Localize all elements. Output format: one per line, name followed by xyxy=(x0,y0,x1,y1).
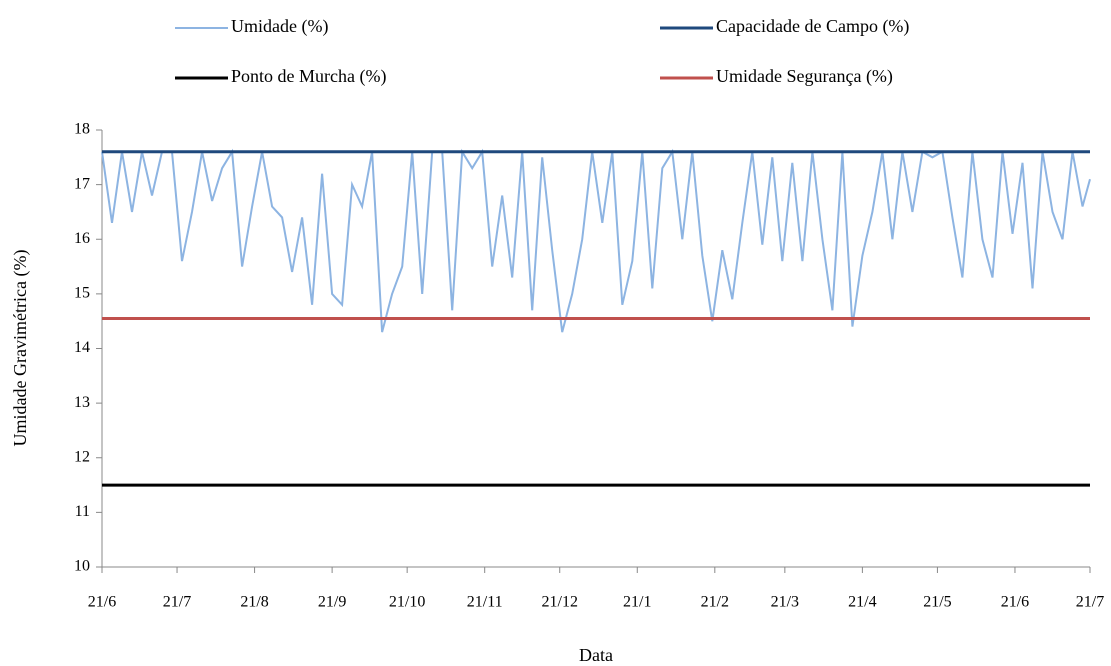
y-tick-label: 11 xyxy=(75,503,90,520)
x-tick-label: 21/1 xyxy=(623,594,651,611)
y-tick-label: 16 xyxy=(74,230,90,247)
legend-label: Umidade (%) xyxy=(231,16,328,37)
x-tick-label: 21/4 xyxy=(848,594,876,611)
series-line xyxy=(101,148,1091,333)
x-tick-label: 21/8 xyxy=(240,594,268,611)
y-tick-label: 18 xyxy=(74,121,90,138)
x-tick-label: 21/6 xyxy=(88,594,116,611)
x-tick-label: 21/6 xyxy=(1001,594,1029,611)
x-tick-label: 21/2 xyxy=(701,594,729,611)
x-tick-label: 21/11 xyxy=(467,594,503,611)
x-tick-label: 21/3 xyxy=(771,594,799,611)
legend-label: Umidade Segurança (%) xyxy=(716,66,893,87)
x-tick-label: 21/12 xyxy=(542,594,578,611)
x-tick-label: 21/7 xyxy=(1076,594,1104,611)
y-tick-label: 10 xyxy=(74,558,90,575)
x-axis-title: Data xyxy=(579,645,613,665)
legend-label: Capacidade de Campo (%) xyxy=(716,16,909,37)
y-tick-label: 12 xyxy=(74,448,90,465)
y-tick-label: 17 xyxy=(74,175,90,192)
x-tick-label: 21/10 xyxy=(389,594,425,611)
x-tick-label: 21/9 xyxy=(318,594,346,611)
legend-label: Ponto de Murcha (%) xyxy=(231,66,386,87)
y-tick-label: 13 xyxy=(74,394,90,411)
y-axis-title: Umidade Gravimétrica (%) xyxy=(10,250,31,447)
x-tick-label: 21/5 xyxy=(923,594,951,611)
x-tick-label: 21/7 xyxy=(163,594,191,611)
y-tick-label: 15 xyxy=(74,285,90,302)
y-tick-label: 14 xyxy=(74,339,90,356)
